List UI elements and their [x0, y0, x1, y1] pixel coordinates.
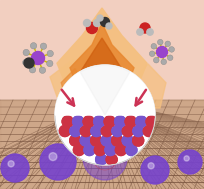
Circle shape: [104, 116, 115, 127]
Circle shape: [31, 51, 44, 64]
Circle shape: [8, 161, 14, 167]
Wedge shape: [55, 65, 154, 115]
Circle shape: [46, 60, 53, 67]
Circle shape: [168, 47, 174, 52]
Circle shape: [96, 15, 102, 21]
Circle shape: [80, 125, 91, 136]
Circle shape: [73, 145, 84, 156]
Wedge shape: [80, 65, 129, 115]
Circle shape: [160, 59, 166, 65]
Circle shape: [72, 116, 83, 127]
Circle shape: [106, 154, 116, 165]
Circle shape: [125, 145, 136, 156]
Polygon shape: [70, 23, 133, 100]
Circle shape: [147, 163, 153, 169]
Circle shape: [101, 125, 112, 136]
Circle shape: [40, 43, 47, 49]
Circle shape: [83, 136, 126, 180]
Circle shape: [136, 29, 143, 35]
Circle shape: [90, 135, 101, 146]
Circle shape: [132, 125, 143, 136]
Circle shape: [104, 145, 115, 156]
Circle shape: [23, 49, 29, 56]
Circle shape: [124, 116, 135, 127]
Circle shape: [122, 125, 133, 136]
Circle shape: [80, 135, 91, 146]
Circle shape: [132, 135, 143, 146]
Circle shape: [111, 125, 122, 136]
Circle shape: [156, 46, 167, 57]
Polygon shape: [50, 60, 88, 105]
Circle shape: [143, 125, 154, 136]
Polygon shape: [80, 38, 123, 100]
Circle shape: [150, 43, 156, 49]
Circle shape: [149, 51, 154, 57]
Circle shape: [153, 57, 158, 63]
Circle shape: [83, 116, 94, 127]
Circle shape: [114, 116, 125, 127]
Circle shape: [94, 146, 103, 156]
Circle shape: [39, 67, 45, 73]
Circle shape: [24, 58, 34, 68]
Circle shape: [183, 156, 188, 161]
Circle shape: [167, 55, 172, 60]
Circle shape: [93, 116, 104, 127]
Circle shape: [62, 116, 73, 127]
Circle shape: [95, 154, 106, 165]
Circle shape: [22, 59, 29, 66]
Circle shape: [105, 23, 111, 29]
Polygon shape: [129, 64, 165, 108]
Circle shape: [135, 116, 146, 127]
Circle shape: [145, 116, 156, 127]
Circle shape: [111, 135, 122, 146]
Circle shape: [115, 145, 126, 156]
Circle shape: [55, 65, 154, 165]
Circle shape: [49, 153, 57, 161]
Circle shape: [100, 18, 109, 26]
Circle shape: [29, 67, 35, 73]
Circle shape: [1, 154, 29, 182]
Circle shape: [40, 144, 76, 180]
Polygon shape: [94, 88, 114, 100]
Circle shape: [93, 19, 100, 26]
Circle shape: [30, 43, 37, 49]
Circle shape: [157, 39, 162, 45]
Circle shape: [146, 29, 152, 35]
Circle shape: [139, 23, 149, 33]
Circle shape: [69, 135, 80, 146]
Polygon shape: [57, 8, 146, 100]
Circle shape: [164, 41, 170, 47]
Polygon shape: [61, 69, 84, 105]
Circle shape: [47, 50, 53, 57]
Circle shape: [122, 135, 133, 146]
Circle shape: [101, 135, 112, 146]
Circle shape: [70, 125, 81, 136]
Bar: [0, 100, 204, 189]
Circle shape: [90, 125, 101, 136]
Circle shape: [94, 145, 105, 156]
Circle shape: [83, 19, 90, 26]
Circle shape: [140, 156, 168, 184]
Circle shape: [86, 22, 97, 33]
Circle shape: [59, 125, 70, 136]
Circle shape: [177, 150, 201, 174]
Circle shape: [83, 145, 94, 156]
